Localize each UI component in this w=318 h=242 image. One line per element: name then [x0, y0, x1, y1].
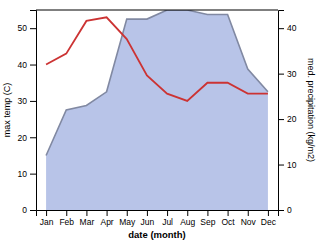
line — [46, 17, 268, 101]
tick: 20 — [18, 132, 36, 142]
tick-label: 0 — [287, 205, 292, 215]
tick-mark — [127, 210, 128, 216]
tick-mark — [30, 28, 36, 29]
tick-label: Nov — [241, 217, 257, 227]
tick-mark — [207, 210, 208, 216]
tick-mark — [30, 174, 36, 175]
tick-label: Apr — [100, 217, 113, 227]
tick-mark — [278, 210, 284, 211]
tick-label: 50 — [18, 23, 28, 33]
tick-mark — [147, 210, 148, 216]
frame — [36, 10, 278, 11]
tick: 10 — [278, 160, 297, 170]
tick: 50 — [18, 23, 36, 33]
tick: 40 — [278, 23, 297, 33]
chart: Jan Feb Mar Apr May Jun Jul Aug Sep Oct Nov Dec 0 10 2… — [0, 0, 318, 242]
tick-mark — [228, 210, 229, 216]
plot: Jan Feb Mar Apr May Jun Jul Aug Sep Oct Nov Dec 0 10 2… — [18, 10, 297, 227]
tick-label: Jul — [162, 217, 173, 227]
tick-label: 10 — [18, 169, 28, 179]
tick-label: Oct — [221, 217, 235, 227]
tick-mark — [167, 210, 168, 216]
tick: Feb — [59, 210, 74, 227]
tick-mark — [268, 210, 269, 216]
tick-label: Sep — [200, 217, 215, 227]
tick-mark — [30, 101, 36, 102]
tick: 30 — [18, 96, 36, 106]
axis-line — [30, 11, 37, 211]
tick-mark — [278, 119, 284, 120]
tick-label: Feb — [59, 217, 74, 227]
tick-label: Jan — [40, 217, 54, 227]
tick-label: Aug — [180, 217, 195, 227]
area — [46, 10, 268, 210]
tick: Sep — [200, 210, 215, 227]
tick-label: Mar — [80, 217, 95, 227]
tick-label: 40 — [18, 60, 28, 70]
tick: Jun — [141, 210, 155, 227]
tick-label: Dec — [261, 217, 277, 227]
tick-label: 0 — [22, 205, 27, 215]
tick-label: 40 — [287, 23, 297, 33]
y-axis: 0 10 20 30 40 50 — [18, 11, 37, 216]
area-edge — [46, 10, 268, 155]
tick-label: 30 — [18, 96, 28, 106]
tick: Aug — [180, 210, 195, 227]
tick: Dec — [261, 210, 277, 227]
axis-line — [279, 11, 285, 211]
tick: Jan — [40, 210, 54, 227]
tick: 0 — [22, 205, 36, 215]
tick-mark — [66, 210, 67, 216]
y2-axis-title: med. precipitation (kg/m2) — [306, 58, 316, 162]
tick: 0 — [278, 205, 292, 215]
tick: Nov — [241, 210, 257, 227]
tick: 30 — [278, 69, 297, 79]
tick-label: 30 — [287, 69, 297, 79]
axis-line — [37, 211, 279, 217]
tick-label: 20 — [287, 114, 297, 124]
tick-label: Jun — [141, 217, 155, 227]
tick-mark — [278, 165, 284, 166]
tick: 10 — [18, 169, 36, 179]
tick-mark — [86, 210, 87, 216]
tick: 40 — [18, 60, 36, 70]
tick: Oct — [221, 210, 235, 227]
tick-label: 10 — [287, 160, 297, 170]
tick: Mar — [80, 210, 95, 227]
tick-mark — [30, 210, 36, 211]
x-axis-title: date (month) — [128, 229, 186, 240]
tick-mark — [46, 210, 47, 216]
tick-label: 20 — [18, 132, 28, 142]
tick-mark — [30, 137, 36, 138]
y2-axis: 0 10 20 30 40 — [278, 11, 297, 216]
x-axis: Jan Feb Mar Apr May Jun Jul Aug Sep Oct Nov Dec — [37, 210, 279, 227]
marks — [46, 10, 268, 210]
tick-mark — [187, 210, 188, 216]
tick-mark — [278, 28, 284, 29]
tick-mark — [107, 210, 108, 216]
y-axis-title: max temp (C) — [2, 83, 12, 138]
tick: May — [119, 210, 136, 227]
tick-mark — [278, 74, 284, 75]
tick: Jul — [162, 210, 173, 227]
tick-label: May — [119, 217, 136, 227]
tick-mark — [248, 210, 249, 216]
tick: Apr — [100, 210, 113, 227]
tick-mark — [30, 65, 36, 66]
tick: 20 — [278, 114, 297, 124]
